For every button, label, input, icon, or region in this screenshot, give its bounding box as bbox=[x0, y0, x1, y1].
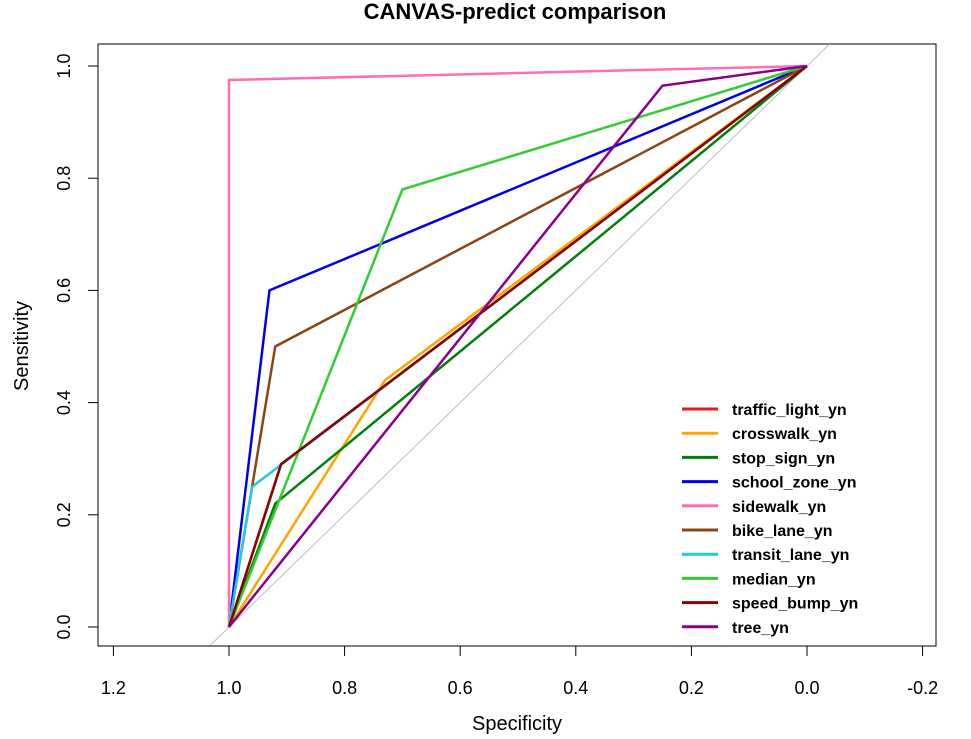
chart-title: CANVAS-predict comparison bbox=[364, 0, 667, 24]
x-tick-label: 0.8 bbox=[332, 678, 357, 698]
reference-diagonal bbox=[208, 44, 831, 646]
series-line-school-zone-yn bbox=[227, 64, 808, 628]
legend-item: crosswalk_yn bbox=[682, 426, 837, 443]
y-tick-label: 0.0 bbox=[54, 614, 74, 639]
legend-label: speed_bump_yn bbox=[732, 596, 858, 613]
legend-item: tree_yn bbox=[682, 620, 789, 637]
legend-label: transit_lane_yn bbox=[732, 547, 849, 564]
x-tick-label: 1.0 bbox=[216, 678, 241, 698]
y-axis: 0.0 0.2 0.4 0.6 0.8 1.0 bbox=[54, 53, 99, 640]
series-line-median-yn bbox=[227, 64, 808, 628]
legend-item: median_yn bbox=[682, 571, 816, 588]
reference-line bbox=[208, 44, 831, 646]
legend-label: stop_sign_yn bbox=[732, 450, 835, 467]
y-tick-label: 0.2 bbox=[54, 502, 74, 527]
legend-label: tree_yn bbox=[732, 620, 789, 637]
legend-item: sidewalk_yn bbox=[682, 499, 826, 516]
legend-item: speed_bump_yn bbox=[682, 596, 858, 613]
y-axis-title: Sensitivity bbox=[11, 301, 33, 391]
legend-label: median_yn bbox=[732, 571, 816, 588]
x-axis: 1.2 1.0 0.8 0.6 0.4 0.2 0.0 -0.2 bbox=[101, 645, 938, 698]
x-tick-label: 0.6 bbox=[448, 678, 473, 698]
legend-label: traffic_light_yn bbox=[732, 402, 847, 419]
legend: traffic_light_yn crosswalk_yn stop_sign_yn… bbox=[682, 402, 858, 637]
legend-item: bike_lane_yn bbox=[682, 523, 833, 540]
series-line-speed-bump-yn bbox=[227, 65, 808, 628]
legend-item: transit_lane_yn bbox=[682, 547, 849, 564]
x-tick-label: 0.0 bbox=[794, 678, 819, 698]
x-axis-title: Specificity bbox=[472, 713, 562, 735]
series-group bbox=[227, 64, 808, 628]
legend-item: stop_sign_yn bbox=[682, 450, 835, 467]
y-tick-label: 0.4 bbox=[54, 390, 74, 415]
legend-label: crosswalk_yn bbox=[732, 426, 837, 443]
legend-item: traffic_light_yn bbox=[682, 402, 847, 419]
y-tick-label: 1.0 bbox=[54, 53, 74, 78]
legend-item: school_zone_yn bbox=[682, 475, 856, 492]
x-tick-label: 0.4 bbox=[563, 678, 588, 698]
series-line-sidewalk-yn bbox=[227, 64, 808, 627]
y-tick-label: 0.6 bbox=[54, 278, 74, 303]
series-line-crosswalk-yn bbox=[227, 64, 808, 628]
legend-label: bike_lane_yn bbox=[732, 523, 833, 540]
x-tick-label: 0.2 bbox=[679, 678, 704, 698]
y-tick-label: 0.8 bbox=[54, 166, 74, 191]
series-line-tree-yn bbox=[228, 64, 808, 628]
legend-label: school_zone_yn bbox=[732, 475, 856, 492]
x-tick-label: 1.2 bbox=[101, 678, 126, 698]
legend-label: sidewalk_yn bbox=[732, 499, 826, 516]
x-tick-label: -0.2 bbox=[907, 678, 938, 698]
